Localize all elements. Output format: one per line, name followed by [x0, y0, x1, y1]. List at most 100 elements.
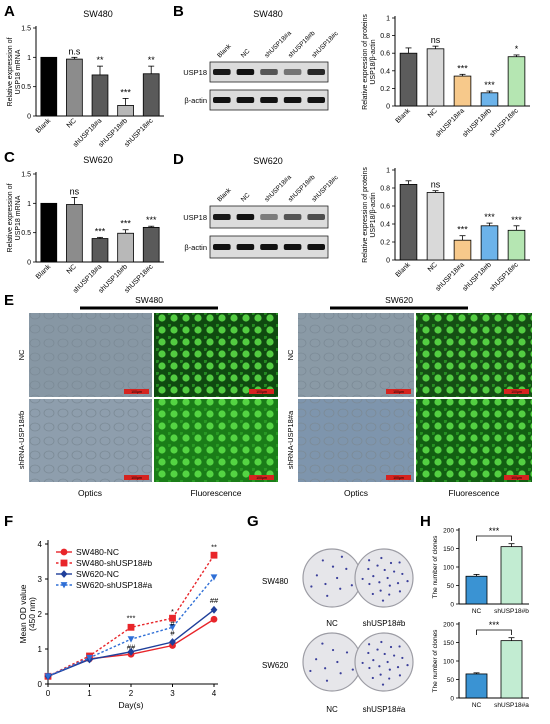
legend-label: SW480-NC [76, 547, 119, 557]
colony-dot [379, 673, 382, 676]
bar-shusp18-c [507, 56, 526, 107]
col-label-optics-right: Optics [344, 488, 368, 498]
x-tick-label: 3 [170, 689, 175, 698]
colony-dot [315, 574, 318, 577]
significance-label: ns [431, 180, 441, 190]
category-label: Blank [35, 263, 53, 281]
colony-dot [372, 575, 375, 578]
blot-band [260, 97, 278, 103]
blot-band [283, 97, 302, 103]
colony-dot [406, 579, 409, 583]
panel-g-colony-plates: SW480 SW620 NC shUSP18#b NC shUSP18#a [262, 548, 414, 714]
colony-plate [354, 632, 414, 692]
colony-dot [383, 568, 386, 572]
blot-row-label: β-actin [184, 243, 207, 252]
colony-dot [339, 672, 342, 675]
blot-lane-label: Blank [216, 186, 233, 203]
category-label: NC [427, 261, 439, 273]
bar-blank [40, 56, 58, 117]
colony-dot [389, 561, 393, 565]
blot-band [236, 69, 255, 75]
svg-text:100μm: 100μm [256, 390, 267, 394]
panel-e-microscopy: SW480 SW620 100μm 100μm 100μm 100μm [17, 295, 532, 498]
colony-dot [401, 572, 404, 576]
significance-label: *** [146, 215, 157, 225]
bar-shusp18-a [500, 640, 523, 699]
colony-dot [326, 594, 329, 597]
y-tick-label: 50 [447, 583, 455, 590]
panel-letter-f: F [4, 513, 13, 530]
significance-label: ns [70, 186, 80, 196]
blot-band [307, 214, 325, 220]
svg-text:100μm: 100μm [256, 476, 267, 480]
col-label-fluor-left: Fluorescence [190, 488, 241, 498]
significance-label: *** [489, 620, 500, 630]
bar-nc [66, 204, 83, 263]
row-label-sw480-sh: shRNA-USP18#b [17, 411, 26, 469]
data-point [169, 624, 176, 631]
bar-shusp18-c [142, 226, 160, 263]
colony-dot [321, 642, 324, 645]
y-tick-label: 1 [38, 645, 43, 654]
blot-lane-label: NC [240, 48, 252, 60]
bar-shusp18-a [91, 74, 109, 117]
colony-dot [368, 582, 371, 586]
y-axis-label: The number of clones [432, 629, 439, 693]
bar-blank [40, 202, 58, 263]
bar-shusp18-a [453, 75, 472, 107]
blot-band [283, 214, 302, 220]
colony-dot [339, 587, 342, 590]
significance-label: *** [95, 226, 106, 236]
colony-dot [393, 570, 396, 573]
significance-label: ** [211, 542, 217, 551]
y-tick-label: 50 [447, 677, 455, 684]
data-point [210, 551, 218, 559]
colony-dot [378, 581, 381, 584]
x-tick-label: 4 [212, 689, 217, 698]
panel-letter-d: D [173, 151, 184, 168]
y-tick-label: 0.6 [380, 51, 390, 58]
colony-dot [376, 648, 379, 651]
col-label-optics-left: Optics [78, 488, 102, 498]
colony-dot [398, 561, 401, 564]
y-axis-label: USP18 mRNA [15, 49, 22, 94]
colony-plate [302, 548, 362, 608]
y-tick-label: 0.5 [21, 84, 31, 91]
y-axis-label: USP18/β-actin [370, 39, 377, 84]
bar-shusp18-a [91, 238, 109, 263]
colony-dot [401, 656, 404, 660]
colony-dot [309, 669, 312, 673]
blot-row-label: USP18 [183, 68, 207, 77]
colony-dot [376, 564, 379, 567]
significance-label: *** [127, 613, 136, 622]
significance-bracket [476, 535, 512, 541]
colony-dot [331, 565, 335, 568]
y-tick-label: 0.6 [380, 204, 390, 211]
colony-dot [398, 590, 402, 593]
colony-dot [350, 584, 353, 587]
y-tick-label: 100 [443, 659, 454, 666]
significance-label: * [515, 44, 519, 54]
colony-dot [386, 660, 389, 664]
bar-blank [399, 183, 418, 261]
y-axis-label: USP18 mRNA [15, 195, 22, 240]
western-blot-d: Blank NC shUSP18#ashUSP18#bshUSP18#cUSP18β… [183, 174, 340, 259]
blot-band [260, 244, 278, 250]
colony-plate [302, 632, 362, 692]
blot-band [260, 69, 278, 75]
colony-dot [389, 645, 393, 649]
y-axis-label: Relative expression of [7, 38, 14, 107]
panel-letter-b: B [173, 3, 184, 20]
category-label: shUSP18#b [494, 608, 529, 615]
panel-letter-g: G [247, 513, 259, 530]
y-tick-label: 3 [38, 575, 43, 584]
svg-text:100μm: 100μm [511, 476, 522, 480]
colony-dot [368, 559, 371, 562]
panel-letter-h: H [420, 513, 431, 530]
blot-band [236, 97, 255, 103]
y-tick-label: 150 [443, 640, 454, 647]
blot-band [307, 97, 325, 103]
bar-nc [465, 575, 488, 605]
significance-label: *** [484, 212, 495, 222]
